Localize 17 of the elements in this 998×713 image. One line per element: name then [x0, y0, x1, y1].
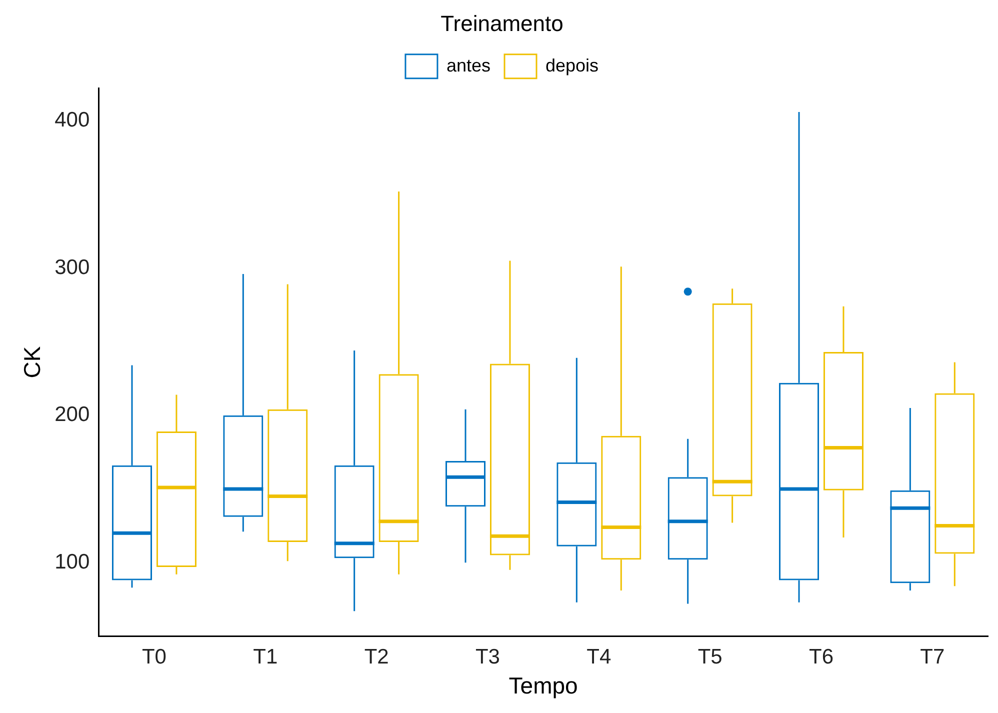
x-tick-label: T1 [253, 646, 278, 669]
y-tick-label: 100 [54, 550, 90, 574]
x-tick-label: T7 [920, 646, 945, 669]
x-axis-title: Tempo [508, 672, 578, 699]
y-tick-label: 200 [54, 403, 90, 426]
y-tick-label: 400 [54, 108, 90, 132]
y-axis-title: CK [19, 346, 46, 378]
x-tick-label: T5 [698, 646, 722, 669]
x-tick-label: T0 [142, 646, 166, 669]
x-tick-label: T6 [808, 646, 834, 669]
y-tick-label: 300 [54, 256, 90, 279]
legend-label: antes [446, 55, 491, 76]
x-tick-label: T2 [364, 646, 389, 669]
x-tick-label: T4 [586, 646, 612, 669]
legend-title: Treinamento [440, 11, 564, 36]
x-tick-label: T3 [475, 646, 500, 669]
legend-label: depois [545, 55, 599, 76]
